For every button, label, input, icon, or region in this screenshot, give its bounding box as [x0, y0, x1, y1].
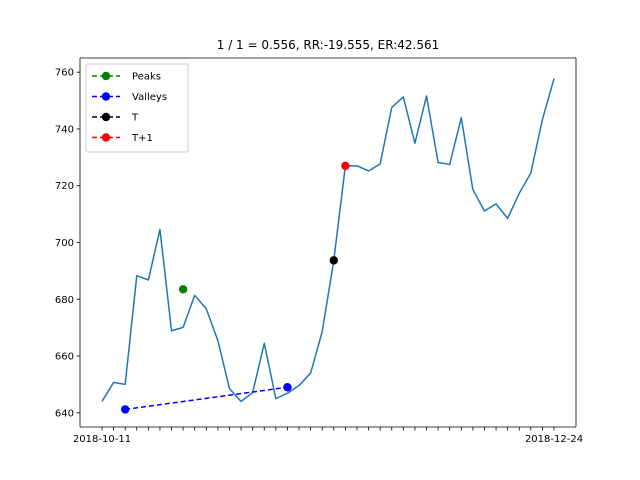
legend-marker-t-1	[101, 133, 111, 142]
valleys-marker	[120, 405, 130, 414]
x-tick-label-first: 2018-10-11	[73, 434, 131, 445]
legend-label-valleys: Valleys	[132, 92, 167, 103]
y-tick-label: 680	[55, 295, 74, 306]
y-tick-label: 740	[55, 124, 74, 135]
valleys-dashed-line	[125, 386, 288, 411]
price-series-line	[101, 78, 555, 403]
y-tick-label: 640	[55, 408, 74, 419]
legend-box	[85, 63, 189, 153]
plot-area: 640 660 680 700 720 740 760 2018-10-11 2018-12-2…	[55, 57, 583, 445]
y-tick-label: 760	[55, 68, 74, 79]
y-tick-label: 700	[55, 238, 74, 249]
legend-label-t: T	[131, 113, 139, 124]
legend-label-peaks: Peaks	[132, 72, 161, 83]
t-marker	[329, 256, 338, 265]
valleys-marker	[283, 383, 292, 392]
legend-marker-peaks	[101, 71, 111, 81]
y-tick-label: 660	[55, 352, 74, 363]
legend-marker-valleys	[101, 92, 111, 101]
x-tick-label-last: 2018-12-24	[525, 434, 583, 445]
t-1-marker	[341, 161, 350, 171]
legend-label-t-1: T+1	[131, 133, 153, 144]
y-tick-label: 720	[55, 181, 74, 192]
legend: Peaks Valleys T T+1	[85, 63, 189, 153]
peaks-marker	[178, 285, 188, 294]
legend-marker-t	[101, 112, 111, 122]
chart-title: 1 / 1 = 0.556, RR:-19.555, ER:42.561	[217, 38, 440, 52]
